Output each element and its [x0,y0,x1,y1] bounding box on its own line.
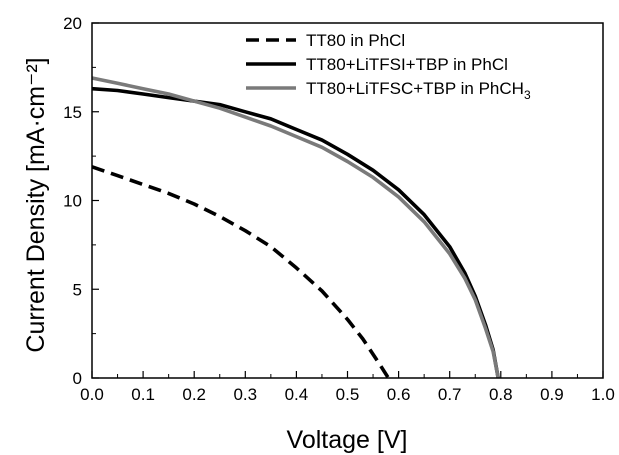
legend-label-subscript: 3 [524,88,531,102]
legend-label-text: TT80+LiTFSC+TBP in PhCH [306,79,524,98]
x-tick-label: 1.0 [591,385,615,404]
legend-label-2: TT80+LiTFSI+TBP in PhCl [306,55,508,74]
x-tick-label: 0.1 [131,385,155,404]
series-line-1 [91,165,390,379]
plot-frame [91,22,604,379]
legend-label-3: TT80+LiTFSC+TBP in PhCH3 [306,79,531,102]
x-tick-label: 0.8 [489,385,513,404]
x-axis-title: Voltage [V] [287,426,408,454]
y-tick-label: 20 [63,14,82,33]
y-tick-label: 15 [63,103,82,122]
x-tick-label: 0.0 [80,385,104,404]
x-tick-label: 0.9 [540,385,564,404]
legend: TT80 in PhCl TT80+LiTFSI+TBP in PhCl TT80+… [246,31,531,102]
x-tick-label: 0.7 [438,385,462,404]
y-tick-label: 0 [73,369,82,388]
x-tick-label: 0.6 [387,385,411,404]
axis-ticks: 0.0 0.1 0.2 0.3 0.4 0.5 0.6 0.7 0.8 0.9 1.0 0 5 10 15 2… [63,14,615,404]
y-tick-label: 10 [63,192,82,211]
y-tick-label: 5 [73,280,82,299]
y-axis-title: Current Density [mA·cm⁻²] [22,57,50,352]
legend-label-text: TT80 in PhCl [306,31,405,50]
x-tick-label: 0.3 [233,385,257,404]
legend-label-text: TT80+LiTFSI+TBP in PhCl [306,55,508,74]
legend-label-1: TT80 in PhCl [306,31,405,50]
series-line-3 [91,76,500,379]
x-tick-label: 0.5 [336,385,360,404]
x-tick-label: 0.2 [182,385,206,404]
series-line-2 [91,86,500,379]
series-layer [91,76,500,379]
x-tick-label: 0.4 [285,385,309,404]
